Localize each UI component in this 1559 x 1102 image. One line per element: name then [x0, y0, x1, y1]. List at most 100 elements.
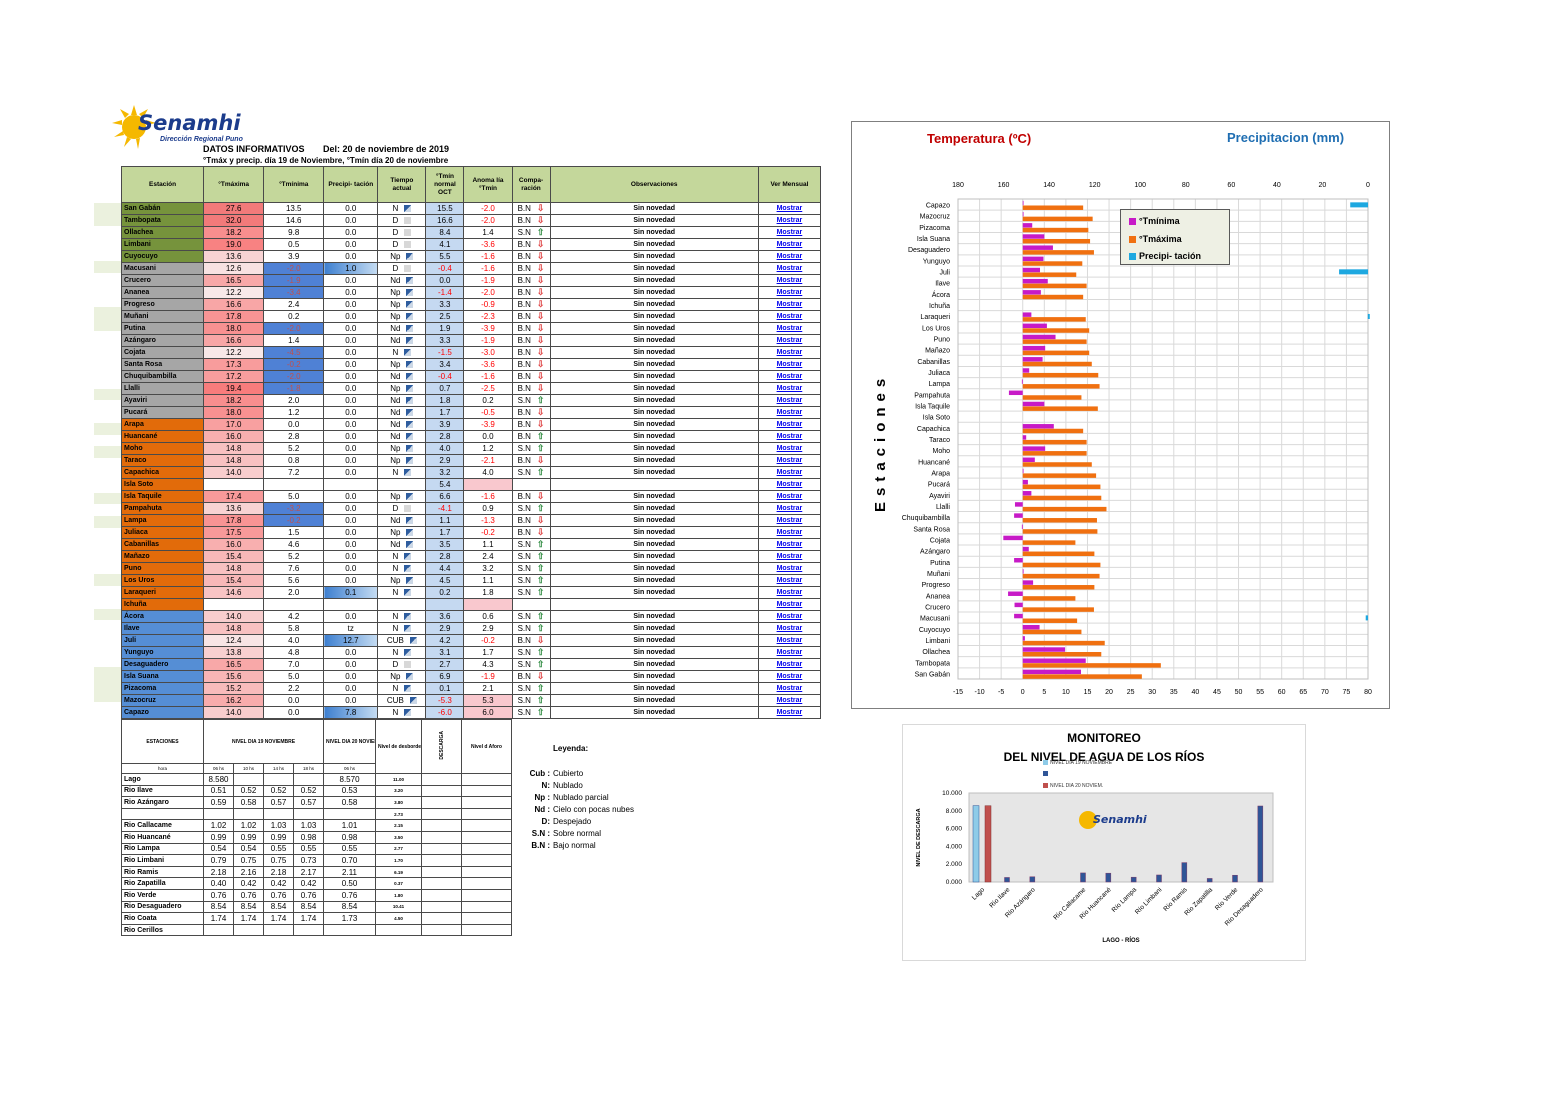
tmin-normal-cell: -4.1 — [425, 502, 465, 515]
tmax-cell: 16.5 — [203, 274, 265, 287]
show-monthly-link[interactable]: Mostrar — [776, 637, 803, 644]
bar-tmax — [1022, 607, 1094, 612]
weather-code: CUB — [386, 695, 404, 705]
level-06h: 0.79 — [203, 854, 234, 867]
chart2-legend-swatch-1 — [1043, 760, 1048, 766]
tmin-cell: 5.2 — [263, 550, 325, 563]
anomaly-cell: -3.9 — [463, 418, 513, 431]
show-monthly-link[interactable]: Mostrar — [776, 349, 803, 356]
show-monthly-link[interactable]: Mostrar — [776, 265, 803, 272]
show-monthly-link[interactable]: Mostrar — [776, 541, 803, 548]
show-monthly-link[interactable]: Mostrar — [776, 385, 803, 392]
show-monthly-link[interactable]: Mostrar — [776, 301, 803, 308]
row-stub — [94, 608, 121, 621]
show-monthly-link[interactable]: Mostrar — [776, 289, 803, 296]
tmin-cell: 5.0 — [263, 490, 325, 503]
show-monthly-link[interactable]: Mostrar — [776, 649, 803, 656]
bar-tmax — [1022, 652, 1102, 657]
weather-code: Nd — [390, 515, 401, 525]
row-stub — [94, 458, 121, 470]
show-monthly-link[interactable]: Mostrar — [776, 517, 803, 524]
comparison-cell: B.N ⇩ — [511, 346, 551, 359]
show-monthly-link[interactable]: Mostrar — [776, 433, 803, 440]
show-monthly-link[interactable]: Mostrar — [776, 493, 803, 500]
observation-cell: Sin novedad — [549, 226, 759, 239]
comparison-code: B.N — [517, 264, 531, 273]
comparison-code: S.N — [517, 708, 531, 717]
show-monthly-link[interactable]: Mostrar — [776, 325, 803, 332]
weather-icon — [406, 516, 414, 524]
show-monthly-link[interactable]: Mostrar — [776, 529, 803, 536]
station-name: Lampa — [120, 514, 205, 527]
river-name: Rio Limbani — [121, 854, 204, 867]
tmin-cell: 14.6 — [263, 214, 325, 227]
anomaly-cell: 1.1 — [463, 574, 513, 587]
show-monthly-link[interactable]: Mostrar — [776, 625, 803, 632]
show-monthly-link[interactable]: Mostrar — [776, 481, 803, 488]
anomaly-cell — [463, 478, 513, 491]
table-row: Pizacoma 15.2 2.2 0.0 N 0.1 2.1 S.N ⇧ Sin novedad… — [120, 682, 822, 695]
col-header-observations: Observaciones — [549, 166, 759, 203]
show-monthly-link[interactable]: Mostrar — [776, 229, 803, 236]
show-monthly-link[interactable]: Mostrar — [776, 673, 803, 680]
show-monthly-link[interactable]: Mostrar — [776, 601, 803, 608]
show-monthly-link[interactable]: Mostrar — [776, 409, 803, 416]
table-row: Capazo 14.0 0.0 7.8 N -6.0 6.0 S.N ⇧ Sin novedad M… — [120, 706, 822, 719]
show-monthly-link[interactable]: Mostrar — [776, 217, 803, 224]
river-name: Rio Zapatilla — [121, 877, 204, 890]
show-monthly-link[interactable]: Mostrar — [776, 337, 803, 344]
show-monthly-link[interactable]: Mostrar — [776, 445, 803, 452]
legend-swatch-precip — [1129, 253, 1136, 261]
show-monthly-link[interactable]: Mostrar — [776, 361, 803, 368]
show-monthly-link[interactable]: Mostrar — [776, 313, 803, 320]
show-monthly-link[interactable]: Mostrar — [776, 469, 803, 476]
chart2-legend-item-1: NIVEL DIA 19 NOVIEMBRE — [1043, 760, 1112, 766]
bar-tmin — [1022, 211, 1024, 217]
show-monthly-link[interactable]: Mostrar — [776, 565, 803, 572]
row-stub — [94, 342, 121, 354]
weather-icon — [404, 504, 412, 512]
show-monthly-link[interactable]: Mostrar — [776, 709, 803, 716]
show-monthly-link[interactable]: Mostrar — [776, 421, 803, 428]
river-name: Rio Desaguadero — [121, 900, 204, 914]
show-monthly-link[interactable]: Mostrar — [776, 241, 803, 248]
row-stub — [94, 377, 121, 389]
show-monthly-link[interactable]: Mostrar — [776, 589, 803, 596]
weather-icon — [406, 360, 414, 368]
weather-cell: CUB — [377, 694, 427, 707]
weather-icon — [406, 288, 414, 296]
station-name: Juli — [120, 634, 205, 647]
level-day20: 0.58 — [323, 796, 377, 809]
weather-code: Nd — [390, 275, 401, 285]
x-axis-title: LAGO - RÍOS — [1102, 936, 1139, 944]
discharge-cell — [421, 888, 463, 902]
show-monthly-link[interactable]: Mostrar — [776, 277, 803, 284]
show-monthly-link[interactable]: Mostrar — [776, 577, 803, 584]
show-monthly-link[interactable]: Mostrar — [776, 397, 803, 404]
show-monthly-link[interactable]: Mostrar — [776, 685, 803, 692]
tmin-cell: -2.0 — [263, 370, 325, 383]
anomaly-cell: -2.0 — [463, 202, 513, 215]
row-stub — [94, 423, 121, 435]
bar-tmax — [1022, 372, 1099, 378]
plot-area — [968, 792, 1274, 883]
comparison-cell: S.N ⇧ — [511, 622, 551, 635]
anomaly-cell: -1.9 — [463, 274, 513, 287]
show-monthly-link[interactable]: Mostrar — [776, 697, 803, 704]
show-monthly-link[interactable]: Mostrar — [776, 253, 803, 260]
bar-tmax — [1022, 439, 1087, 445]
show-monthly-link[interactable]: Mostrar — [776, 457, 803, 464]
show-monthly-link[interactable]: Mostrar — [776, 205, 803, 212]
show-monthly-link[interactable]: Mostrar — [776, 505, 803, 512]
comparison-code: B.N — [517, 672, 531, 681]
show-monthly-link[interactable]: Mostrar — [776, 373, 803, 380]
bar-tmin — [1014, 502, 1023, 507]
show-monthly-link[interactable]: Mostrar — [776, 661, 803, 668]
show-monthly-link[interactable]: Mostrar — [776, 553, 803, 560]
rivers-col-level19: NIVEL DIA 19 NOVIEMBRE — [202, 719, 325, 764]
tmax-cell: 13.6 — [203, 502, 265, 515]
weather-code: Nd — [390, 395, 401, 405]
monthly-cell: Mostrar — [757, 310, 822, 323]
show-monthly-link[interactable]: Mostrar — [776, 613, 803, 620]
observation-cell — [549, 478, 759, 491]
